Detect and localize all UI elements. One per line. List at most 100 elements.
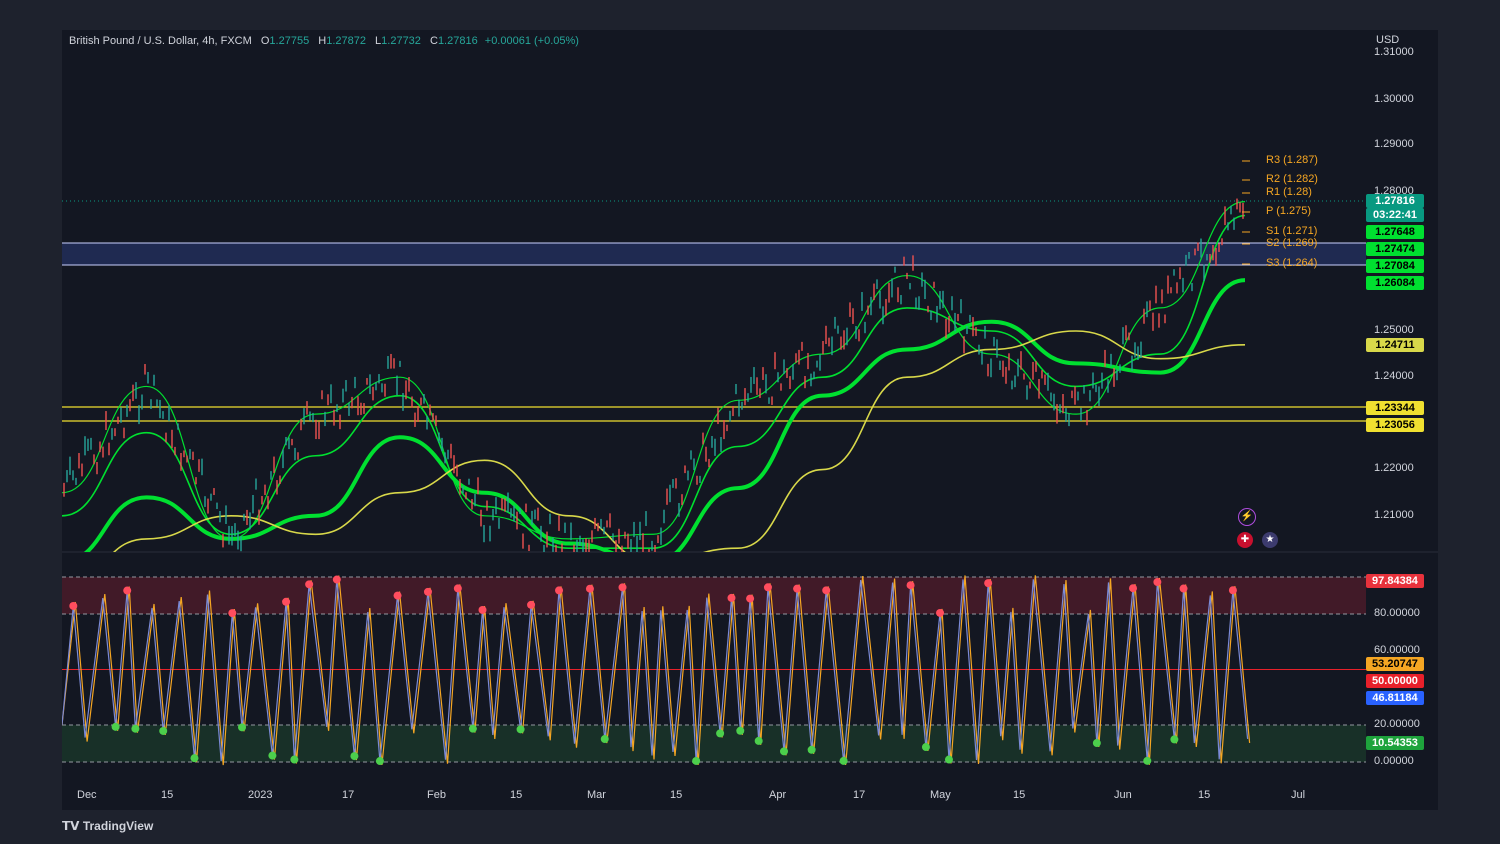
- pivot-label: S1 (1.271): [1266, 225, 1318, 237]
- time-tick: Jun: [1114, 789, 1132, 801]
- change-value: +0.00061 (+0.05%): [484, 35, 579, 47]
- osc-value-label[interactable]: 97.84384: [1366, 574, 1424, 588]
- time-tick: 17: [853, 789, 866, 801]
- osc-value-label[interactable]: 10.54353: [1366, 736, 1424, 750]
- tradingview-logo[interactable]: 𝗧𝗩 TradingView: [62, 819, 153, 833]
- chart-pane[interactable]: [62, 30, 1438, 810]
- osc-peak-dot: [478, 605, 487, 614]
- time-tick: Feb: [427, 789, 446, 801]
- osc-tick: 20.00000: [1374, 718, 1420, 730]
- brand-label: TradingView: [82, 819, 154, 833]
- osc-peak-dot: [793, 584, 802, 593]
- osc-peak-dot: [423, 587, 432, 596]
- pivot-label: S2 (1.269): [1266, 237, 1318, 249]
- time-tick: 15: [1198, 789, 1211, 801]
- time-tick: 17: [342, 789, 355, 801]
- osc-peak-dot: [727, 593, 736, 602]
- osc-peak-dot: [1228, 586, 1237, 595]
- osc-tick: 80.00000: [1374, 607, 1420, 619]
- osc-tick: 0.00000: [1374, 755, 1414, 767]
- low-value: 1.27732: [381, 35, 421, 47]
- oversold-zone: [62, 725, 1366, 762]
- osc-peak-dot: [282, 597, 291, 606]
- osc-peak-dot: [228, 609, 237, 618]
- high-label: H: [318, 35, 327, 47]
- pivot-label: R3 (1.287): [1266, 154, 1318, 166]
- price-label[interactable]: 1.23344: [1366, 401, 1424, 415]
- osc-trough-dot: [375, 757, 384, 766]
- osc-peak-dot: [453, 584, 462, 593]
- osc-peak-dot: [746, 594, 755, 603]
- osc-value-label[interactable]: 46.81184: [1366, 691, 1424, 705]
- price-tick: 1.25000: [1374, 324, 1414, 336]
- close-value: 1.27816: [437, 35, 478, 47]
- osc-peak-dot: [984, 579, 993, 588]
- ma-line-3: [83, 278, 1246, 552]
- osc-peak-dot: [936, 608, 945, 617]
- osc-peak-dot: [618, 583, 627, 592]
- price-tick: 1.31000: [1374, 46, 1414, 58]
- chart-canvas[interactable]: [62, 30, 1438, 810]
- time-tick: 15: [670, 789, 683, 801]
- close-label: C: [429, 35, 438, 47]
- price-label[interactable]: 1.27084: [1366, 259, 1424, 273]
- time-tick: May: [930, 789, 951, 801]
- osc-peak-dot: [332, 575, 341, 584]
- price-label[interactable]: 03:22:41: [1366, 208, 1424, 222]
- osc-trough-dot: [944, 755, 953, 764]
- osc-trough-dot: [468, 724, 477, 733]
- time-tick: Jul: [1291, 789, 1306, 801]
- osc-trough-dot: [736, 726, 745, 735]
- price-tick: 1.24000: [1374, 370, 1414, 382]
- us-flag-icon[interactable]: ★: [1262, 532, 1278, 548]
- pivot-label: P (1.275): [1266, 205, 1312, 217]
- osc-peak-dot: [305, 580, 314, 589]
- tv-logo-icon: 𝗧𝗩: [62, 819, 83, 833]
- osc-peak-dot: [393, 591, 402, 600]
- osc-trough-dot: [692, 756, 701, 765]
- osc-peak-dot: [763, 583, 772, 592]
- support-zone: [62, 243, 1366, 265]
- osc-trough-dot: [807, 745, 816, 754]
- price-label[interactable]: 1.27648: [1366, 225, 1424, 239]
- price-label[interactable]: 1.24711: [1366, 338, 1424, 352]
- price-label[interactable]: 1.27816: [1366, 194, 1424, 208]
- osc-value-label[interactable]: 50.00000: [1366, 674, 1424, 688]
- osc-peak-dot: [69, 601, 78, 610]
- overbought-zone: [62, 577, 1366, 614]
- time-tick: Mar: [587, 789, 606, 801]
- osc-peak-dot: [123, 586, 132, 595]
- price-label[interactable]: 1.23056: [1366, 418, 1424, 432]
- osc-trough-dot: [350, 752, 359, 761]
- osc-trough-dot: [716, 729, 725, 738]
- osc-peak-dot: [585, 584, 594, 593]
- osc-trough-dot: [1170, 735, 1179, 744]
- osc-trough-dot: [780, 747, 789, 756]
- currency-label: USD: [1376, 34, 1400, 46]
- osc-peak-dot: [906, 581, 915, 590]
- price-label[interactable]: 1.26084: [1366, 276, 1424, 290]
- osc-trough-dot: [600, 735, 609, 744]
- osc-peak-dot: [822, 586, 831, 595]
- osc-trough-dot: [1092, 739, 1101, 748]
- uk-flag-icon[interactable]: ✚: [1237, 532, 1253, 548]
- high-value: 1.27872: [326, 35, 366, 47]
- pivot-label: R1 (1.28): [1266, 186, 1312, 198]
- osc-peak-dot: [1179, 584, 1188, 593]
- price-label[interactable]: 1.27474: [1366, 242, 1424, 256]
- osc-peak-dot: [1129, 584, 1138, 593]
- pivot-label: S3 (1.264): [1266, 257, 1318, 269]
- osc-trough-dot: [131, 724, 140, 733]
- open-value: 1.27755: [269, 35, 310, 47]
- symbol-header: British Pound / U.S. Dollar, 4h, FXCM O1…: [69, 35, 579, 47]
- osc-trough-dot: [290, 755, 299, 764]
- pivot-label: R2 (1.282): [1266, 173, 1318, 185]
- osc-peak-dot: [527, 600, 536, 609]
- price-tick: 1.21000: [1374, 509, 1414, 521]
- lightning-icon[interactable]: ⚡: [1238, 508, 1256, 526]
- osc-trough-dot: [111, 722, 120, 731]
- osc-value-label[interactable]: 53.20747: [1366, 657, 1424, 671]
- osc-trough-dot: [839, 756, 848, 765]
- price-tick: 1.29000: [1374, 138, 1414, 150]
- osc-trough-dot: [754, 736, 763, 745]
